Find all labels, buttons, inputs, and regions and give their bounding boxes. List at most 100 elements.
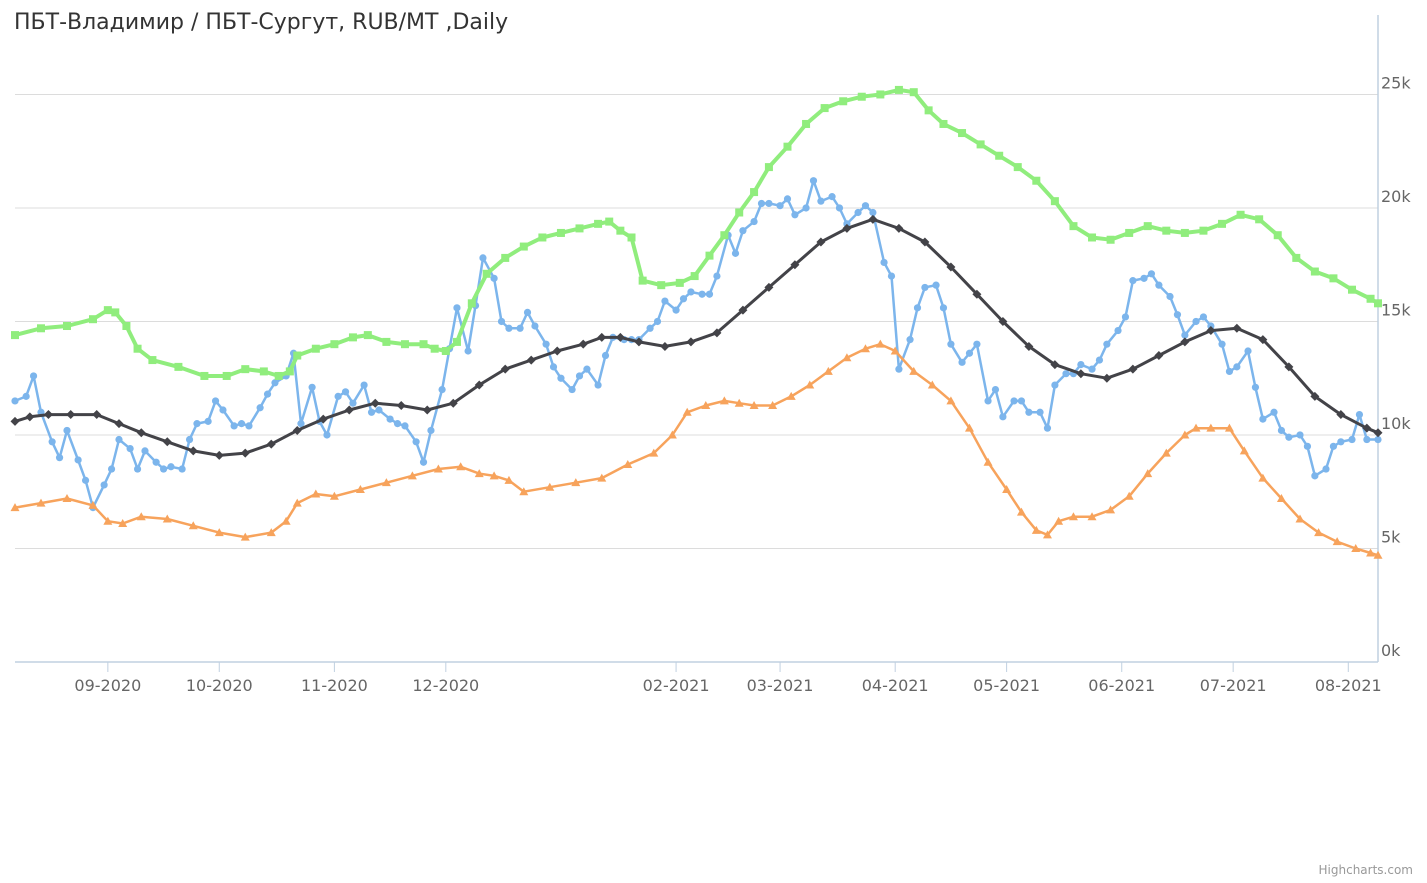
series-3[interactable] [10, 339, 1383, 559]
data-point-triangle [682, 407, 692, 416]
data-point-diamond [370, 398, 380, 408]
data-point-square [538, 233, 547, 242]
data-point-diamond [1373, 428, 1383, 438]
data-point-circle [1374, 435, 1382, 444]
data-point-circle [1095, 356, 1104, 364]
data-point-diamond [1232, 323, 1242, 333]
data-point-circle [1277, 426, 1286, 435]
data-point-square [148, 356, 157, 365]
data-point-circle [965, 349, 974, 357]
data-point-diamond [634, 337, 644, 347]
data-point-square [939, 119, 948, 128]
data-point-square [400, 340, 409, 349]
data-point-diamond [842, 223, 852, 233]
data-point-circle [523, 308, 532, 316]
data-point-triangle [649, 448, 659, 457]
data-point-square [430, 344, 439, 353]
data-point-circle [549, 363, 558, 371]
data-point-circle [887, 272, 896, 280]
data-point-circle [107, 465, 116, 473]
data-point-square [764, 163, 773, 172]
data-point-diamond [920, 237, 930, 247]
data-point-circle [1181, 331, 1189, 339]
data-point-square [1255, 215, 1264, 224]
data-point-diamond [790, 260, 800, 270]
data-point-square [519, 242, 528, 251]
data-point-circle [115, 435, 123, 444]
data-point-circle [237, 420, 246, 428]
credits-link[interactable]: Highcharts.com [1318, 863, 1413, 877]
data-point-circle [921, 283, 929, 292]
data-point-circle [133, 465, 142, 473]
data-point-square [1218, 219, 1227, 228]
data-point-circle [958, 358, 966, 366]
data-point-triangle [719, 396, 729, 405]
data-point-circle [1017, 397, 1026, 405]
data-point-circle [776, 202, 784, 210]
data-point-triangle [1180, 430, 1190, 439]
data-point-circle [412, 438, 420, 446]
data-point-circle [575, 372, 584, 380]
data-point-square [690, 272, 699, 281]
data-point-circle [713, 272, 721, 280]
data-point-circle [947, 340, 955, 348]
series-2[interactable] [11, 85, 1382, 380]
data-point-circle [661, 297, 669, 305]
series-4[interactable] [10, 214, 1383, 460]
data-point-square [111, 308, 120, 317]
data-point-square [720, 231, 729, 240]
data-point-diamond [615, 332, 625, 342]
x-tick-label: 10-2020 [186, 676, 253, 695]
data-point-square [857, 92, 866, 101]
data-point-square [657, 281, 666, 290]
data-point-diamond [578, 339, 588, 349]
data-point-diamond [597, 332, 607, 342]
data-point-triangle [1276, 494, 1286, 503]
data-point-triangle [188, 521, 198, 530]
data-point-circle [55, 454, 64, 462]
data-point-diamond [266, 439, 276, 449]
data-point-circle [1270, 408, 1278, 416]
data-point-diamond [712, 328, 722, 338]
data-point-diamond [1102, 373, 1112, 383]
data-point-circle [791, 211, 799, 219]
data-point-diamond [552, 346, 562, 356]
data-point-circle [750, 217, 758, 226]
data-point-diamond [816, 237, 826, 247]
data-point-circle [687, 288, 695, 296]
data-point-circle [505, 324, 513, 332]
data-point-circle [1036, 408, 1044, 416]
data-point-triangle [1106, 505, 1116, 514]
data-point-circle [375, 406, 383, 414]
data-point-triangle [1351, 543, 1361, 552]
data-point-circle [679, 295, 688, 303]
data-point-diamond [1050, 360, 1060, 370]
data-point-diamond [1284, 362, 1294, 372]
data-point-circle [843, 220, 851, 228]
data-point-circle [1355, 410, 1364, 419]
data-point-circle [653, 317, 662, 326]
data-point-circle [739, 227, 747, 235]
data-point-diamond [1024, 341, 1034, 351]
data-point-circle [984, 397, 992, 405]
data-point-circle [835, 204, 844, 212]
x-tick-label: 04-2021 [862, 676, 929, 695]
data-point-circle [880, 258, 888, 267]
data-point-triangle [701, 400, 711, 409]
grid-lines [15, 93, 1378, 663]
data-point-circle [991, 385, 1000, 394]
data-point-circle [159, 465, 168, 473]
series-1[interactable] [11, 177, 1382, 512]
data-point-diamond [422, 405, 432, 415]
data-point-square [11, 331, 19, 340]
data-point-circle [1051, 381, 1059, 389]
data-point-circle [1043, 424, 1052, 432]
data-point-circle [1363, 435, 1371, 444]
data-point-circle [973, 340, 981, 348]
data-point-circle [360, 381, 368, 389]
data-point-triangle [823, 366, 833, 375]
data-point-circle [152, 458, 160, 466]
data-point-circle [1337, 438, 1345, 446]
data-point-triangle [545, 482, 555, 491]
data-point-circle [1348, 435, 1356, 444]
